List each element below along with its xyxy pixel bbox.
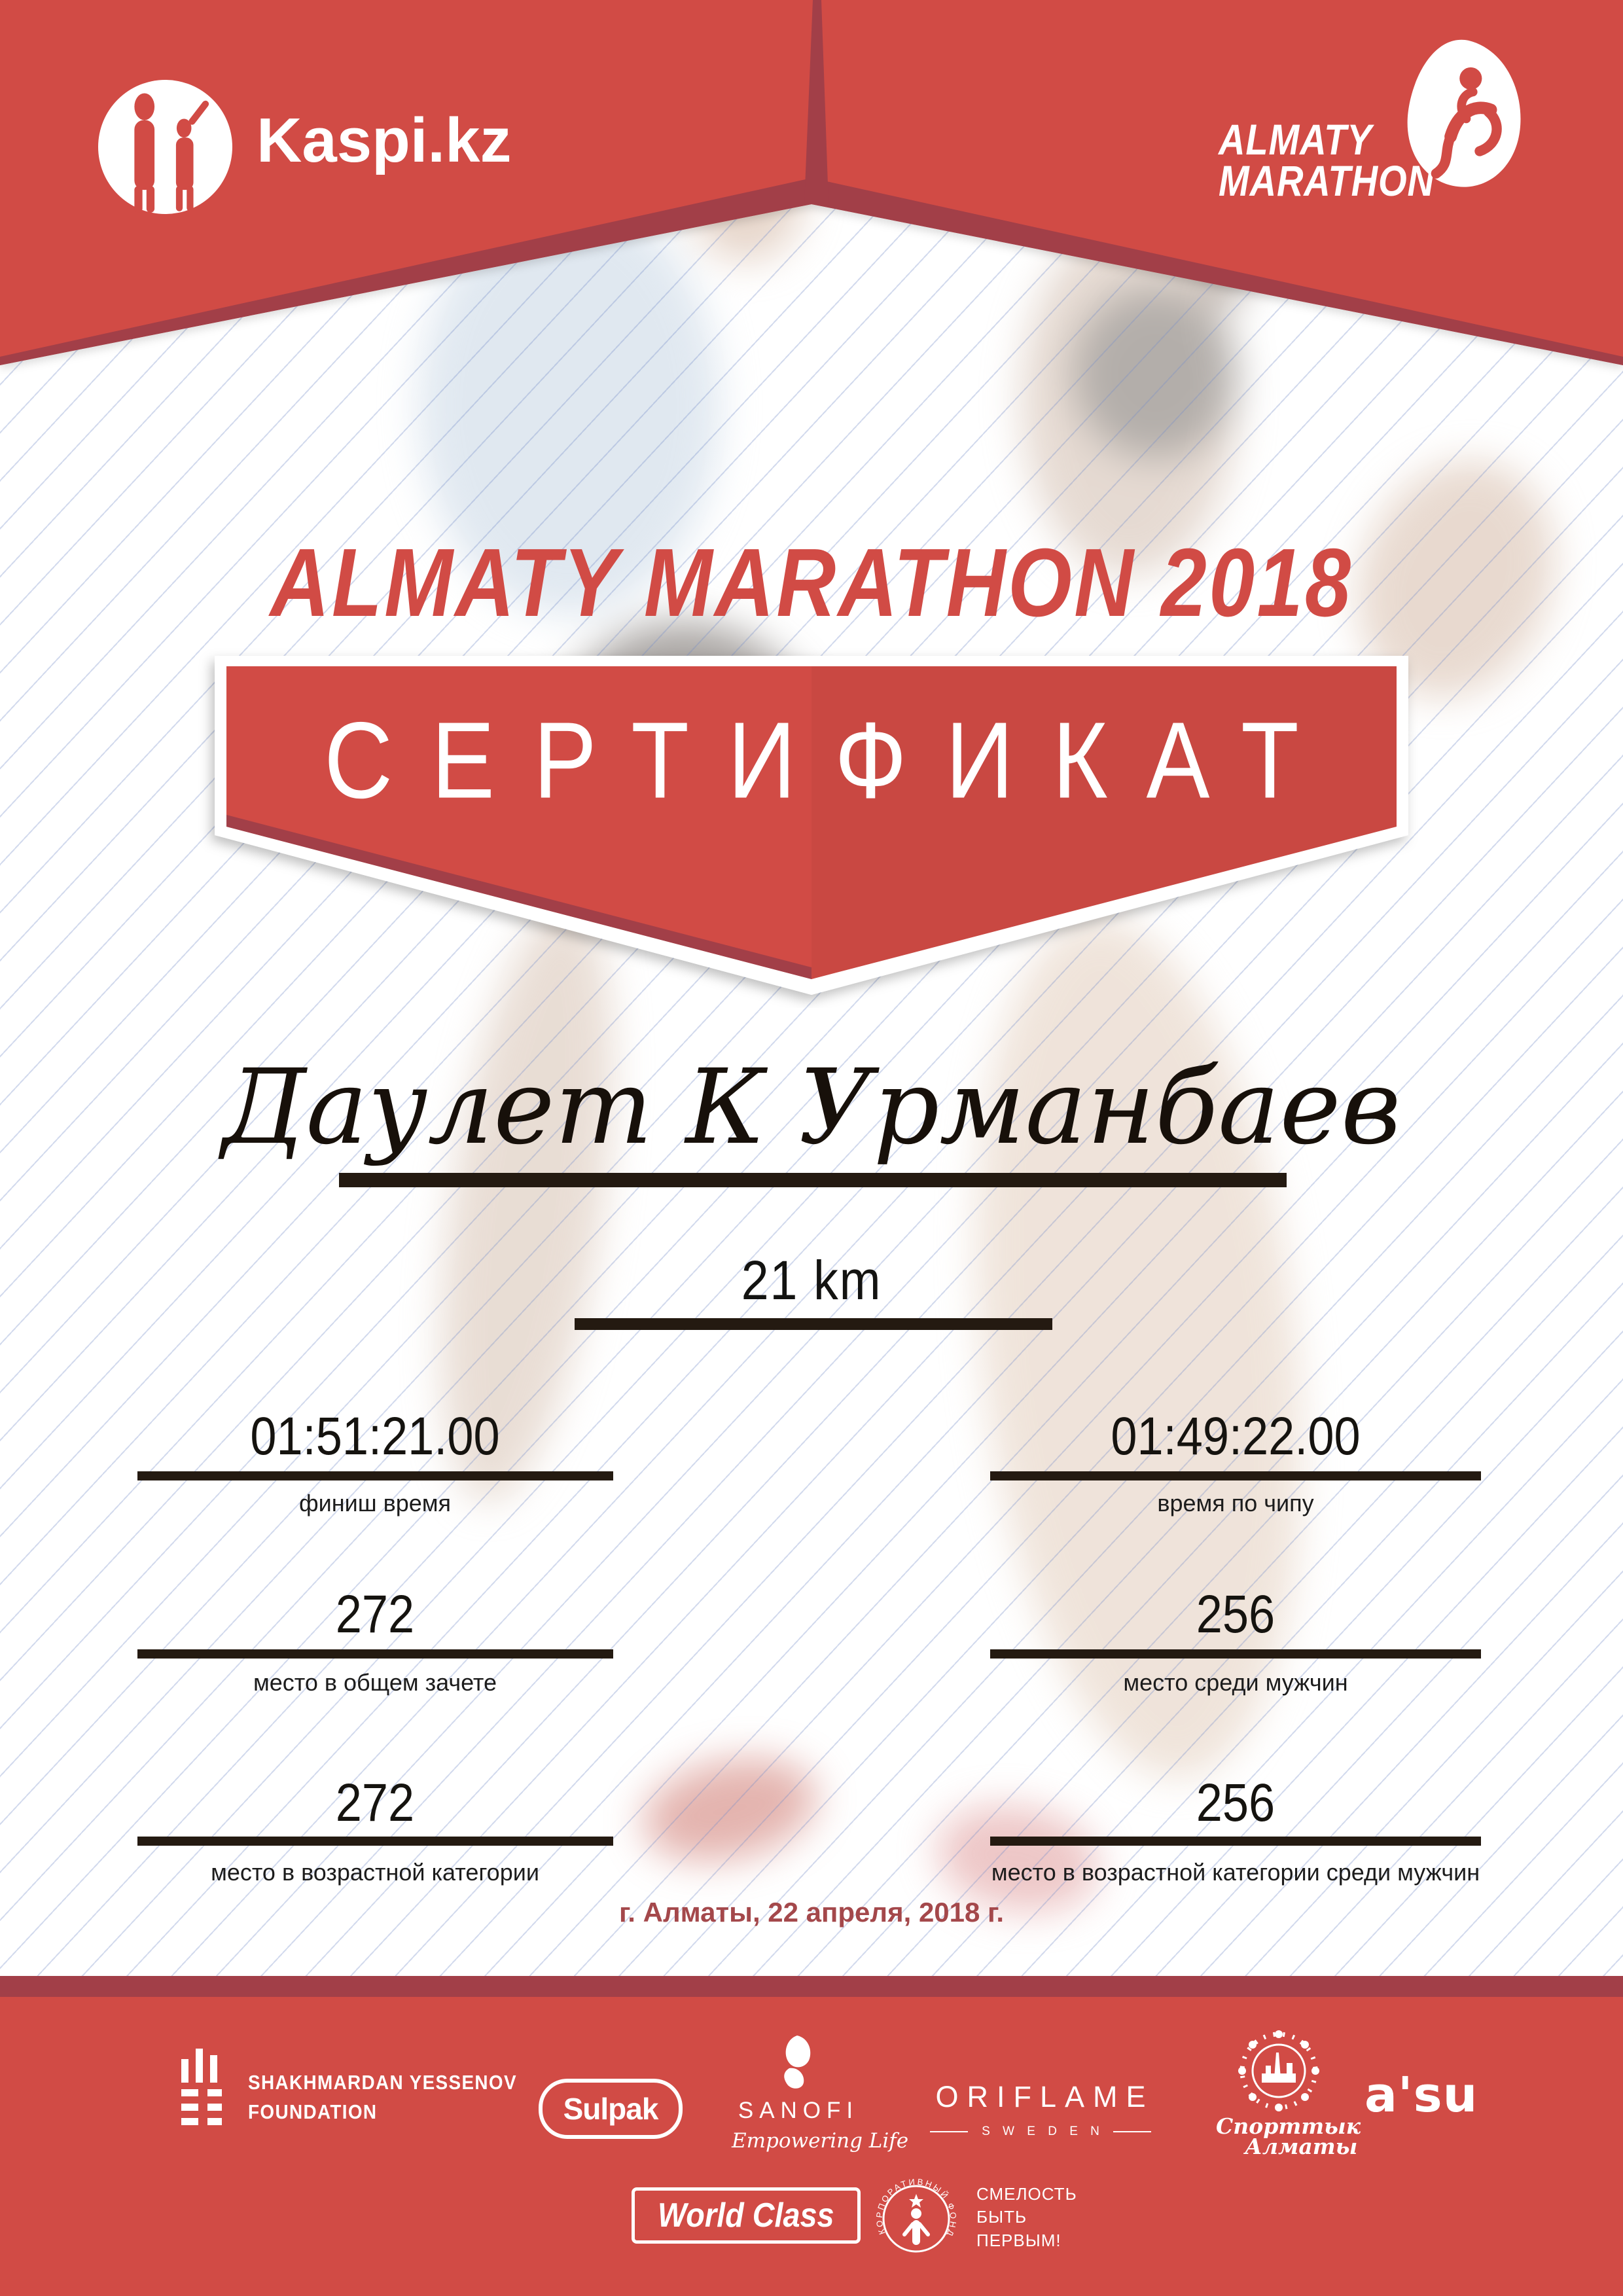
footer-divider-bar xyxy=(0,1976,1623,1997)
fund-slogan-line3: ПЕРВЫМ! xyxy=(976,2230,1061,2250)
page-title: ALMATY MARATHON 2018 xyxy=(270,529,1353,637)
photo-top-shape xyxy=(1073,288,1237,458)
finish-time-label: финиш время xyxy=(298,1490,451,1516)
gender-place-underline xyxy=(990,1649,1481,1659)
almaty-marathon-runner-icon xyxy=(1407,39,1521,187)
sporttyk-logo-text: Спорттык Алматы xyxy=(1216,2113,1361,2160)
event-date: г. Алматы, 22 апреля, 2018 г. xyxy=(619,1897,1004,1928)
gender-place-value: 256 xyxy=(1196,1585,1275,1644)
sanofi-logo-text: SANOFI xyxy=(738,2098,859,2123)
overall-place-label: место в общем зачете xyxy=(253,1669,497,1696)
top-banner-edge-left xyxy=(0,178,812,365)
top-banner xyxy=(0,0,1623,365)
kaspi-icon xyxy=(98,80,232,214)
age-place-underline xyxy=(137,1837,613,1846)
sporttyk-emblem-icon xyxy=(1238,2030,1319,2111)
age-gender-place-label: место в возрастной категории среди мужчи… xyxy=(991,1859,1480,1886)
kaspi-logo-text: Kaspi.kz xyxy=(257,105,512,175)
yessenov-text: SHAKHMARDAN YESSENOV FOUNDATION xyxy=(248,2068,517,2127)
chip-time-value: 01:49:22.00 xyxy=(1111,1407,1361,1466)
sulpak-logo-text: Sulpak xyxy=(563,2092,659,2126)
worldclass-logo-text: World Class xyxy=(657,2197,834,2234)
sporttyk-line2: Алматы xyxy=(1245,2134,1358,2160)
footer-background xyxy=(0,1997,1623,2296)
age-place-label: место в возрастной категории xyxy=(211,1859,539,1886)
age-gender-place-underline xyxy=(990,1837,1481,1846)
sponsor-fund: КОРПОРАТИВНЫЙ ФОНД СМЕЛОСТЬ БЫТЬ ПЕРВЫМ! xyxy=(872,2172,1077,2263)
overall-place-underline xyxy=(137,1649,613,1659)
top-banner-center-spike xyxy=(804,0,829,203)
fund-emblem-icon: КОРПОРАТИВНЫЙ ФОНД xyxy=(874,2177,956,2253)
sponsor-yessenov: SHAKHMARDAN YESSENOV FOUNDATION xyxy=(181,2049,547,2127)
oriflame-logo-text: ORIFLAME xyxy=(935,2080,1154,2113)
oriflame-sub: S W E D E N xyxy=(926,2125,1155,2139)
almaty-marathon-logo-text: ALMATY MARATHON xyxy=(1219,115,1435,205)
fund-slogan-line2: БЫТЬ xyxy=(976,2207,1027,2227)
recipient-name: Даулет К Урманбаев xyxy=(222,1047,1401,1168)
pennant-edge-shadow xyxy=(226,815,812,979)
fund-slogan-line1: СМЕЛОСТЬ xyxy=(976,2184,1077,2204)
age-place-value: 272 xyxy=(335,1773,415,1833)
finish-time-value: 01:51:21.00 xyxy=(250,1407,500,1466)
sanofi-bird-icon xyxy=(783,2036,810,2089)
oriflame-sweden-text: S W E D E N xyxy=(982,2125,1104,2138)
fund-slogan: СМЕЛОСТЬ БЫТЬ ПЕРВЫМ! xyxy=(976,2183,1077,2251)
chip-time-underline xyxy=(990,1471,1481,1480)
sponsor-asu: a'su xyxy=(1364,2067,1478,2123)
age-gender-place-value: 256 xyxy=(1196,1773,1275,1833)
oriflame-rule-right xyxy=(1113,2131,1151,2132)
sponsor-sulpak: Sulpak xyxy=(539,2079,683,2139)
almaty-marathon-logo-line1: ALMATY xyxy=(1219,115,1372,164)
yessenov-line2: FOUNDATION xyxy=(248,2100,378,2124)
chip-time-label: время по чипу xyxy=(1157,1490,1314,1516)
distance-underline xyxy=(575,1318,1052,1330)
sporttyk-line1: Спорттык xyxy=(1216,2113,1361,2139)
overall-place-value: 272 xyxy=(335,1585,415,1644)
name-underline xyxy=(339,1173,1287,1187)
distance-value: 21 km xyxy=(741,1249,882,1311)
top-banner-edge-right xyxy=(812,178,1623,365)
yessenov-icon xyxy=(181,2049,222,2125)
sponsor-sporttyk: Спорттык Алматы xyxy=(1216,2030,1361,2160)
sponsor-sanofi: SANOFI Empowering Life xyxy=(732,2034,909,2153)
sponsor-worldclass: World Class xyxy=(632,2187,861,2244)
certificate-pennant xyxy=(215,656,1408,995)
gender-place-label: место среди мужчин xyxy=(1123,1669,1348,1696)
oriflame-rule-left xyxy=(930,2131,969,2132)
yessenov-line1: SHAKHMARDAN YESSENOV xyxy=(248,2071,517,2094)
sponsor-oriflame: ORIFLAME S W E D E N xyxy=(926,2080,1155,2139)
certificate-label: СЕРТИФИКАТ xyxy=(324,700,1338,821)
finish-time-underline xyxy=(137,1471,613,1480)
sanofi-tagline: Empowering Life xyxy=(732,2129,909,2153)
almaty-marathon-logo-line2: MARATHON xyxy=(1219,156,1435,205)
